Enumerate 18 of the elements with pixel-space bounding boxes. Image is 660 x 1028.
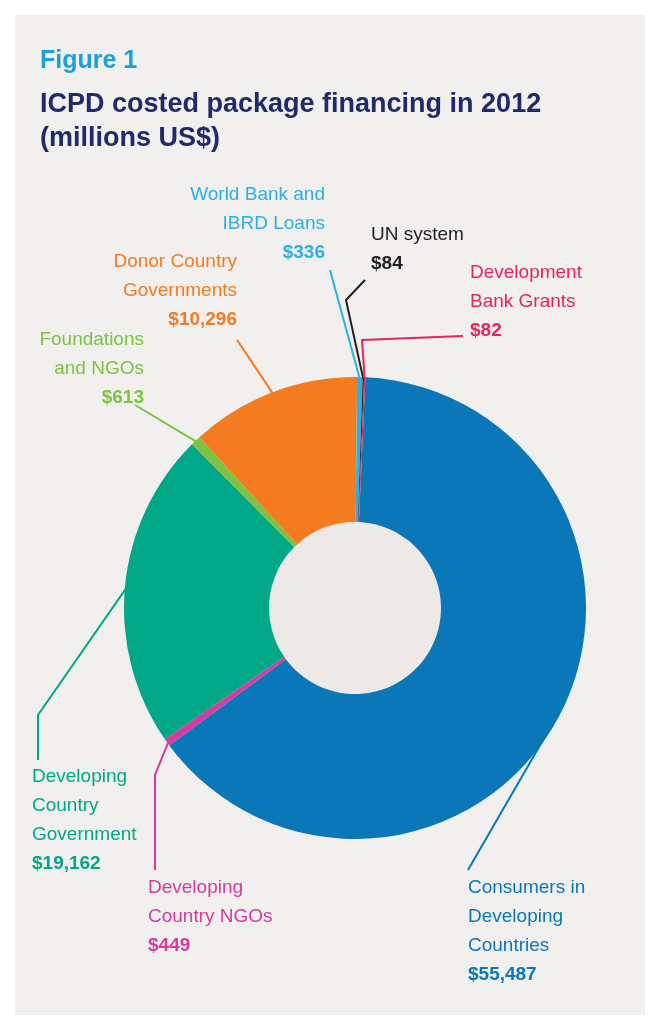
slice-label: Development Bank Grants bbox=[470, 261, 583, 311]
data-label: $10,296 bbox=[168, 308, 237, 329]
slice-label: Developing Country NGOs bbox=[148, 876, 273, 926]
slice-label: UN system bbox=[371, 223, 464, 244]
slice-label: Donor Country Governments bbox=[113, 250, 238, 300]
data-label: $613 bbox=[101, 386, 144, 407]
data-label: $336 bbox=[282, 241, 325, 262]
data-label: $82 bbox=[470, 319, 502, 340]
data-label: $84 bbox=[371, 252, 404, 273]
slice-label: Consumers in Developing Countries bbox=[468, 876, 586, 955]
slice-label: Foundations and NGOs bbox=[39, 328, 144, 378]
data-label: $449 bbox=[148, 934, 191, 955]
data-label: $19,162 bbox=[32, 852, 101, 873]
slice-label: Developing Country Government bbox=[32, 765, 138, 844]
data-label: $55,487 bbox=[468, 963, 537, 984]
chart-title: ICPD costed package financing in 2012 (millions US$) bbox=[40, 88, 542, 152]
caption: Figure 1 bbox=[40, 45, 138, 73]
slice-label: World Bank and IBRD Loans bbox=[190, 183, 325, 233]
